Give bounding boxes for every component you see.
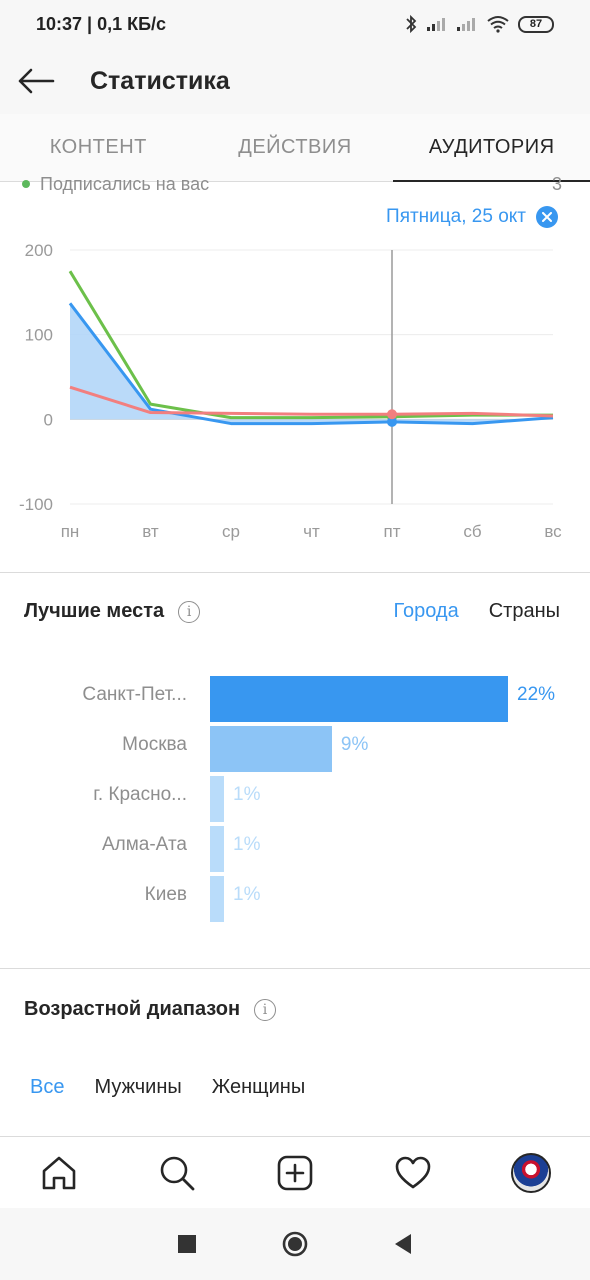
system-navigation (0, 1208, 590, 1280)
location-row: г. Красно... 1% (0, 772, 590, 822)
location-bar (210, 876, 224, 922)
location-row: Санкт-Пет... 22% (0, 672, 590, 722)
status-icons: 87 (404, 14, 554, 34)
location-bar (210, 726, 332, 772)
y-tick-label: -100 (19, 495, 53, 514)
y-tick-label: 100 (25, 326, 53, 345)
location-type-toggle: Города Страны (394, 600, 561, 623)
battery-level: 87 (529, 18, 543, 30)
series-line (69, 385, 554, 418)
toggle-cities[interactable]: Города (393, 600, 459, 622)
signal-icon (427, 18, 445, 31)
signal-2-icon (457, 18, 475, 31)
top-locations-header: Лучшие места i (24, 600, 201, 623)
clear-date-button[interactable] (536, 206, 558, 228)
back-button[interactable] (0, 48, 72, 114)
age-range-tabs: Все Мужчины Женщины (30, 1076, 305, 1099)
location-percent: 22% (517, 684, 556, 705)
location-row: Москва 9% (0, 722, 590, 772)
y-tick-label: 200 (25, 241, 53, 260)
battery-icon: 87 (518, 15, 554, 33)
location-bar (210, 776, 224, 822)
tab-content[interactable]: КОНТЕНТ (0, 114, 197, 181)
status-time: 10:37 | 0,1 КБ/с (36, 13, 167, 34)
nav-search-button[interactable] (147, 1143, 207, 1203)
nav-add-button[interactable] (265, 1143, 325, 1203)
location-bar (210, 676, 508, 722)
toggle-countries[interactable]: Страны (488, 600, 560, 622)
home-circle-icon[interactable] (281, 1230, 309, 1258)
location-bar (210, 826, 224, 872)
top-locations-title: Лучшие места (24, 600, 165, 622)
recents-square-icon[interactable] (177, 1234, 197, 1254)
info-icon[interactable]: i (178, 600, 201, 623)
series-area (70, 303, 553, 424)
x-tick-label: вт (142, 522, 159, 541)
selected-date[interactable]: Пятница, 25 окт (386, 206, 526, 227)
close-icon (542, 212, 552, 222)
location-percent: 1% (233, 784, 261, 805)
bottom-navigation (0, 1136, 590, 1208)
location-row: Алма-Ата 1% (0, 822, 590, 872)
bluetooth-icon (406, 14, 417, 34)
arrow-back-icon (18, 68, 55, 94)
tab-content-label: КОНТЕНТ (49, 136, 147, 158)
highlight-point (387, 409, 397, 420)
nav-home-button[interactable] (29, 1143, 89, 1203)
search-icon (160, 1156, 195, 1190)
age-tab-women[interactable]: Женщины (211, 1076, 306, 1098)
age-tab-all[interactable]: Все (30, 1076, 65, 1098)
legend-label: Подписались на вас (40, 173, 210, 194)
tab-audience-label: АУДИТОРИЯ (428, 136, 555, 158)
location-label: г. Красно... (93, 784, 187, 805)
series-line (68, 302, 554, 426)
divider (0, 572, 590, 573)
legend-value: 3 (551, 173, 562, 194)
legend-dot (22, 180, 30, 188)
activity-line-chart[interactable]: 200 100 0 -100 пн вт ср чт пт сб вс (0, 230, 590, 550)
location-percent: 9% (340, 734, 369, 755)
divider (0, 968, 590, 969)
x-tick-label: сб (463, 522, 482, 541)
activity-heart-icon (395, 1156, 431, 1188)
location-label: Алма-Ата (101, 834, 187, 855)
add-post-icon (277, 1155, 313, 1190)
tab-audience[interactable]: АУДИТОРИЯ (393, 114, 590, 182)
location-percent: 1% (233, 834, 261, 855)
home-icon (42, 1156, 76, 1189)
x-tick-label: пн (61, 522, 80, 541)
x-tick-label: вс (544, 522, 562, 541)
wifi-icon (487, 16, 509, 33)
profile-avatar (511, 1152, 551, 1193)
tab-actions-label: ДЕЙСТВИЯ (238, 136, 352, 158)
x-tick-label: чт (303, 522, 320, 541)
location-label: Москва (122, 734, 187, 755)
app-bar: Статистика (0, 48, 590, 114)
series-line (68, 270, 553, 420)
x-tick-label: ср (222, 522, 240, 541)
page-title: Статистика (90, 66, 230, 95)
info-icon[interactable]: i (254, 998, 277, 1021)
legend-followers: Подписались на вас 3 (22, 172, 562, 196)
selected-date-chip: Пятница, 25 окт (386, 206, 558, 228)
nav-profile-button[interactable] (501, 1143, 561, 1203)
location-label: Санкт-Пет... (82, 684, 187, 705)
tab-bar: КОНТЕНТ ДЕЙСТВИЯ АУДИТОРИЯ (0, 114, 590, 182)
location-percent: 1% (233, 884, 261, 905)
highlight-point (387, 416, 397, 427)
y-tick-label: 0 (44, 410, 53, 429)
location-label: Киев (144, 884, 187, 905)
tab-actions[interactable]: ДЕЙСТВИЯ (197, 114, 394, 181)
age-tab-men[interactable]: Мужчины (94, 1076, 182, 1098)
nav-activity-button[interactable] (383, 1143, 443, 1203)
back-triangle-icon[interactable] (393, 1233, 413, 1255)
x-tick-label: пт (384, 522, 401, 541)
age-range-header: Возрастной диапазон i (24, 998, 277, 1021)
age-range-title: Возрастной диапазон (24, 998, 241, 1020)
location-row: Киев 1% (0, 872, 590, 922)
status-bar: 10:37 | 0,1 КБ/с 87 (0, 0, 590, 48)
